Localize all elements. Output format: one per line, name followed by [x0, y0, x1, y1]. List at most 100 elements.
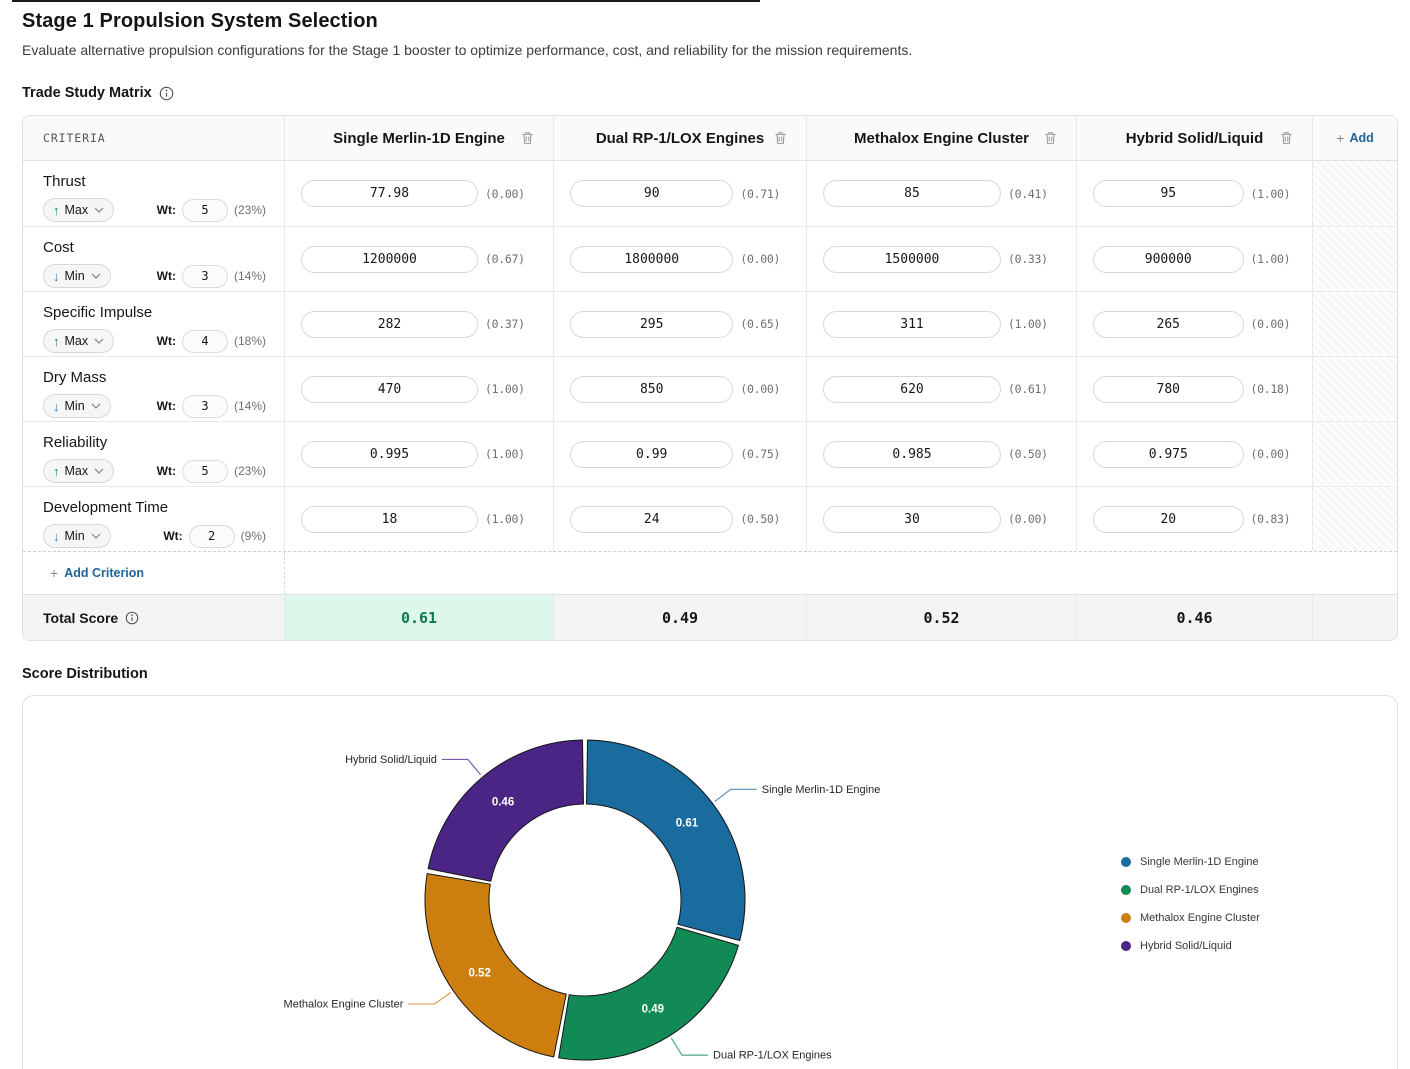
weight-label: Wt:	[157, 464, 176, 478]
normalized-score: (1.00)	[1251, 187, 1298, 201]
value-input[interactable]	[570, 246, 733, 273]
value-input[interactable]	[570, 506, 733, 533]
value-input[interactable]	[1093, 311, 1244, 338]
total-score-row: Total Score 0.610.490.520.46	[23, 594, 1397, 640]
value-input[interactable]	[823, 311, 1001, 338]
value-cell: (1.00)	[806, 292, 1076, 356]
value-input[interactable]	[301, 246, 478, 273]
direction-select[interactable]: ↑ Max	[43, 198, 114, 222]
top-divider	[12, 0, 760, 2]
weight-input[interactable]	[182, 199, 228, 222]
arrow-up-icon: ↑	[53, 204, 60, 217]
criterion-cell: Specific Impulse ↑ Max Wt: (18%)	[23, 292, 284, 356]
arrow-up-icon: ↑	[53, 335, 60, 348]
add-option-column-cell	[1312, 292, 1397, 356]
segment-outer-label: Methalox Engine Cluster	[284, 998, 404, 1010]
value-input[interactable]	[570, 180, 733, 207]
value-cell: (0.00)	[284, 161, 553, 226]
legend-item[interactable]: Methalox Engine Cluster	[1121, 904, 1260, 932]
criteria-row: Reliability ↑ Max Wt: (23%) (1.00) (0.75…	[23, 421, 1397, 486]
normalized-score: (0.33)	[1008, 252, 1062, 266]
value-input[interactable]	[823, 506, 1001, 533]
arrow-up-icon: ↑	[53, 465, 60, 478]
matrix-section-title: Trade Study Matrix	[22, 85, 152, 101]
donut-segment[interactable]	[587, 740, 745, 941]
direction-select[interactable]: ↓ Min	[43, 394, 111, 418]
criteria-column-header: CRITERIA	[23, 116, 284, 160]
info-icon[interactable]	[125, 611, 139, 625]
weight-input[interactable]	[182, 460, 228, 483]
info-icon[interactable]	[159, 86, 174, 101]
direction-select[interactable]: ↑ Max	[43, 459, 114, 483]
weight-percent: (23%)	[234, 464, 266, 478]
value-input[interactable]	[1093, 441, 1244, 468]
value-input[interactable]	[570, 311, 733, 338]
add-option-column-cell	[1312, 161, 1397, 226]
donut-segment[interactable]	[559, 927, 739, 1060]
criterion-cell: Development Time ↓ Min Wt: (9%)	[23, 487, 284, 551]
value-cell: (0.33)	[806, 227, 1076, 291]
total-score-value: 0.52	[923, 609, 959, 627]
weight-input[interactable]	[189, 525, 235, 548]
add-option-button[interactable]: + Add	[1312, 116, 1397, 160]
value-input[interactable]	[301, 311, 478, 338]
criteria-row: Cost ↓ Min Wt: (14%) (0.67) (0.00)	[23, 226, 1397, 291]
value-input[interactable]	[823, 180, 1001, 207]
donut-segment[interactable]	[428, 740, 583, 881]
weight-percent: (14%)	[234, 269, 266, 283]
value-cell: (0.71)	[553, 161, 806, 226]
normalized-score: (0.65)	[740, 317, 792, 331]
legend-item[interactable]: Hybrid Solid/Liquid	[1121, 932, 1260, 960]
direction-label: Min	[65, 269, 85, 283]
value-input[interactable]	[1093, 506, 1244, 533]
value-input[interactable]	[823, 246, 1001, 273]
legend-item[interactable]: Single Merlin-1D Engine	[1121, 848, 1260, 876]
value-input[interactable]	[1093, 246, 1244, 273]
delete-option-button[interactable]	[771, 128, 790, 148]
trash-icon	[1280, 131, 1293, 145]
value-cell: (0.00)	[1076, 292, 1312, 356]
plus-icon: +	[50, 565, 58, 581]
delete-option-button[interactable]	[1277, 128, 1296, 148]
segment-outer-label: Dual RP-1/LOX Engines	[713, 1050, 832, 1062]
add-option-column-cell	[1312, 227, 1397, 291]
weight-input[interactable]	[182, 395, 228, 418]
add-criterion-button[interactable]: + Add Criterion	[50, 565, 144, 581]
direction-select[interactable]: ↓ Min	[43, 264, 111, 288]
value-input[interactable]	[570, 441, 733, 468]
segment-value-label: 0.61	[676, 818, 699, 830]
criterion-name: Dry Mass	[43, 369, 266, 386]
value-input[interactable]	[570, 376, 733, 403]
weight-input[interactable]	[182, 330, 228, 353]
value-input[interactable]	[301, 506, 478, 533]
trash-icon	[774, 131, 787, 145]
direction-label: Min	[65, 399, 85, 413]
direction-label: Max	[65, 464, 89, 478]
value-input[interactable]	[301, 376, 478, 403]
page-subtitle: Evaluate alternative propulsion configur…	[22, 42, 1398, 58]
weight-label: Wt:	[157, 269, 176, 283]
delete-option-button[interactable]	[1041, 128, 1060, 148]
legend-label: Hybrid Solid/Liquid	[1140, 940, 1232, 952]
direction-select[interactable]: ↓ Min	[43, 524, 111, 548]
legend-item[interactable]: Dual RP-1/LOX Engines	[1121, 876, 1260, 904]
normalized-score: (1.00)	[1251, 252, 1298, 266]
total-score-value: 0.46	[1176, 609, 1212, 627]
value-cell: (0.00)	[553, 357, 806, 421]
value-input[interactable]	[1093, 180, 1244, 207]
value-input[interactable]	[301, 180, 478, 207]
value-input[interactable]	[823, 376, 1001, 403]
plus-icon: +	[1336, 130, 1344, 146]
option-column-header: Methalox Engine Cluster	[806, 116, 1076, 160]
matrix-header-row: CRITERIA Single Merlin-1D Engine Dual RP…	[23, 116, 1397, 161]
direction-select[interactable]: ↑ Max	[43, 329, 114, 353]
normalized-score: (0.00)	[1008, 512, 1062, 526]
value-input[interactable]	[823, 441, 1001, 468]
value-input[interactable]	[301, 441, 478, 468]
weight-input[interactable]	[182, 265, 228, 288]
delete-option-button[interactable]	[518, 128, 537, 148]
chevron-down-icon	[91, 273, 101, 279]
value-input[interactable]	[1093, 376, 1244, 403]
donut-segment[interactable]	[425, 874, 566, 1057]
segment-value-label: 0.52	[468, 968, 490, 980]
